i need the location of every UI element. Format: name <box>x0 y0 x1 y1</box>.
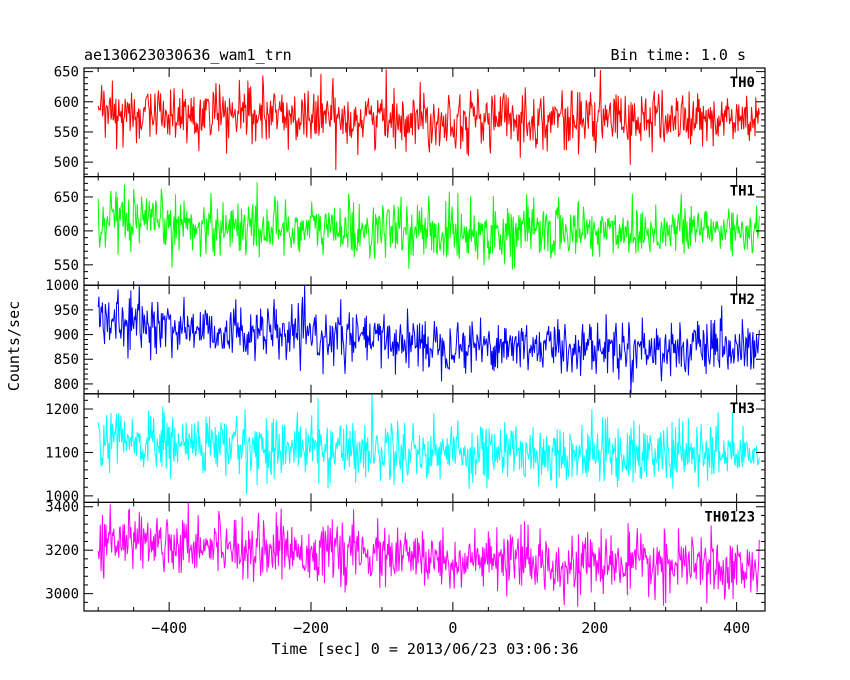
y-tick-label: 1000 <box>45 278 79 294</box>
chart-title: ae130623030636_wam1_trn <box>84 46 292 64</box>
x-tick-label: −200 <box>293 619 329 637</box>
y-axis-label: Counts/sec <box>5 301 23 391</box>
panel-th2: 800 850 900 950 1000 TH2 <box>45 278 766 395</box>
y-tick-label: 950 <box>54 303 79 319</box>
series-line-th0 <box>97 69 760 171</box>
series-line-th3 <box>97 393 760 495</box>
bin-time-label: Bin time: 1.0 s <box>611 46 746 64</box>
series-line-th2 <box>97 285 760 394</box>
series-label-th3: TH3 <box>730 401 755 417</box>
panel-th1: 550 600 650 TH1 <box>54 176 766 286</box>
series-label-th1: TH1 <box>730 184 755 200</box>
series-label-th0123: TH0123 <box>704 509 755 525</box>
x-tick-label: −400 <box>151 619 187 637</box>
panel-th0123: 3000 3200 3400 TH0123 <box>45 500 766 612</box>
y-tick-label: 600 <box>54 224 79 240</box>
x-tick-label: 200 <box>581 619 608 637</box>
x-axis-label: Time [sec] 0 = 2013/06/23 03:06:36 <box>271 640 578 658</box>
y-tick-label: 1000 <box>45 489 79 505</box>
y-tick-label: 650 <box>54 190 79 206</box>
y-tick-label: 1200 <box>45 402 79 418</box>
series-label-th0: TH0 <box>730 75 755 91</box>
x-tick-label: 400 <box>723 619 750 637</box>
x-tick-label: 0 <box>448 619 457 637</box>
y-tick-label: 1100 <box>45 445 79 461</box>
panel-th3: 1000 1100 1200 TH3 <box>45 393 766 505</box>
series-label-th2: TH2 <box>730 292 755 308</box>
y-tick-label: 3000 <box>45 587 79 603</box>
x-axis: −400 −200 0 200 400 <box>151 619 750 637</box>
series-line-th1 <box>97 182 760 270</box>
series-line-th0123 <box>97 502 760 607</box>
y-tick-label: 650 <box>54 65 79 81</box>
y-tick-label: 550 <box>54 258 79 274</box>
y-tick-label: 600 <box>54 95 79 111</box>
y-tick-label: 850 <box>54 352 79 368</box>
y-tick-label: 3400 <box>45 500 79 516</box>
panels-group: 500 550 600 650 TH0 550 600 650 TH1 800 850 900 950 1… <box>45 65 766 612</box>
y-tick-label: 3200 <box>45 543 79 559</box>
panel-frame <box>83 501 766 612</box>
panel-th0: 500 550 600 650 TH0 <box>54 65 766 178</box>
y-tick-label: 900 <box>54 328 79 344</box>
y-tick-label: 800 <box>54 377 79 393</box>
y-tick-label: 500 <box>54 155 79 171</box>
y-tick-label: 550 <box>54 125 79 141</box>
